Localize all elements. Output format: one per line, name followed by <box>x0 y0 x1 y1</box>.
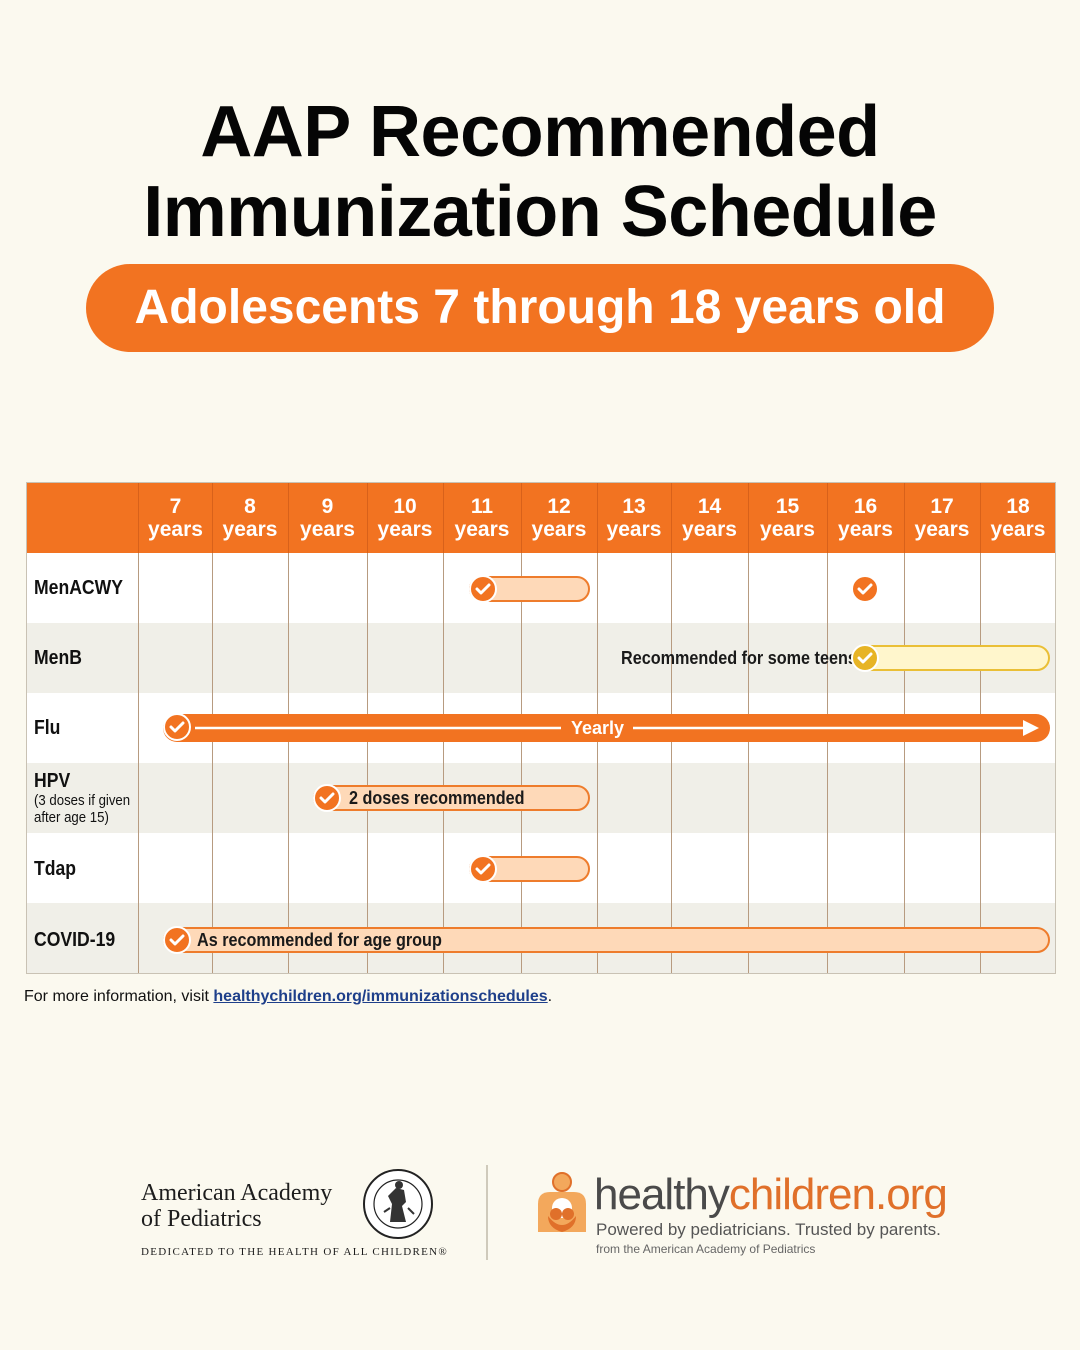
check-icon <box>163 713 191 741</box>
schedule-link[interactable]: healthychildren.org/immunizationschedule… <box>213 988 548 1005</box>
col-header-15: 15 years <box>760 495 815 541</box>
immunization-schedule-table: 7 years 8 years 9 years 10 years 11 years 12 y… <box>26 482 1056 974</box>
row-label-tdap: Tdap <box>34 858 77 880</box>
check-icon <box>851 644 879 672</box>
more-info-line: For more information, visit healthychild… <box>24 988 553 1005</box>
row-label-menacwy: MenACWY <box>34 577 123 599</box>
check-icon <box>851 575 879 603</box>
row-label-hpv: HPV (3 doses if given after age 15) <box>34 770 131 826</box>
header-separators <box>27 483 1055 553</box>
check-icon <box>469 575 497 603</box>
hpv-note-line-1: (3 doses if given <box>34 792 131 809</box>
hpv-bar-label: 2 doses recommended <box>349 788 525 808</box>
aap-logo-text: American Academy of Pediatrics DEDICATED… <box>141 1180 448 1258</box>
footer-divider <box>486 1165 488 1260</box>
col-header-12: 12 years <box>531 495 587 541</box>
col-header-9: 9 years <box>300 495 355 541</box>
flu-arrow <box>195 720 1039 736</box>
aap-name-line-2: of Pediatrics <box>141 1206 262 1232</box>
aap-seal-icon <box>362 1168 434 1245</box>
col-header-11: 11 years <box>454 495 510 541</box>
flu-bar-label: Yearly <box>571 718 625 738</box>
healthychildren-brand: healthychildren.org <box>594 1170 948 1219</box>
aap-name-line-1: American Academy <box>141 1180 333 1206</box>
aap-tagline: DEDICATED TO THE HEALTH OF ALL CHILDREN® <box>141 1246 449 1258</box>
title-line-1: AAP Recommended <box>200 92 880 172</box>
col-header-8: 8 years <box>222 495 278 541</box>
healthychildren-from: from the American Academy of Pediatrics <box>596 1242 816 1256</box>
col-header-14: 14 years <box>682 495 737 541</box>
check-icon <box>163 926 191 954</box>
family-hug-icon <box>534 1170 590 1241</box>
covid-bar <box>163 927 1050 953</box>
title-line-2: Immunization Schedule <box>143 172 937 252</box>
grid-lines <box>27 553 1055 973</box>
col-header-17: 17 years <box>914 495 970 541</box>
col-header-10: 10 years <box>377 495 433 541</box>
row-label-menb: MenB <box>34 647 82 669</box>
col-header-18: 18 years <box>990 495 1046 541</box>
table-header: 7 years 8 years 9 years 10 years 11 years 12 y… <box>27 483 1055 553</box>
check-icon <box>313 784 341 812</box>
check-icon <box>469 855 497 883</box>
page-title: AAP Recommended Immunization Schedule <box>0 92 1080 252</box>
row-label-flu: Flu <box>34 717 61 739</box>
col-header-16: 16 years <box>838 495 893 541</box>
healthychildren-tagline: Powered by pediatricians. Trusted by par… <box>596 1220 941 1239</box>
age-range-banner: Adolescents 7 through 18 years old <box>86 264 994 352</box>
menb-bar <box>851 645 1050 671</box>
row-label-covid: COVID-19 <box>34 929 116 951</box>
col-header-7: 7 years <box>148 495 203 541</box>
menb-bar-label: Recommended for some teens <box>621 648 857 668</box>
flu-bar: Yearly <box>163 714 1050 742</box>
col-header-13: 13 years <box>606 495 662 541</box>
hpv-note-line-2: after age 15) <box>34 809 109 826</box>
covid-bar-label: As recommended for age group <box>197 930 442 950</box>
hpv-bar <box>313 785 590 811</box>
